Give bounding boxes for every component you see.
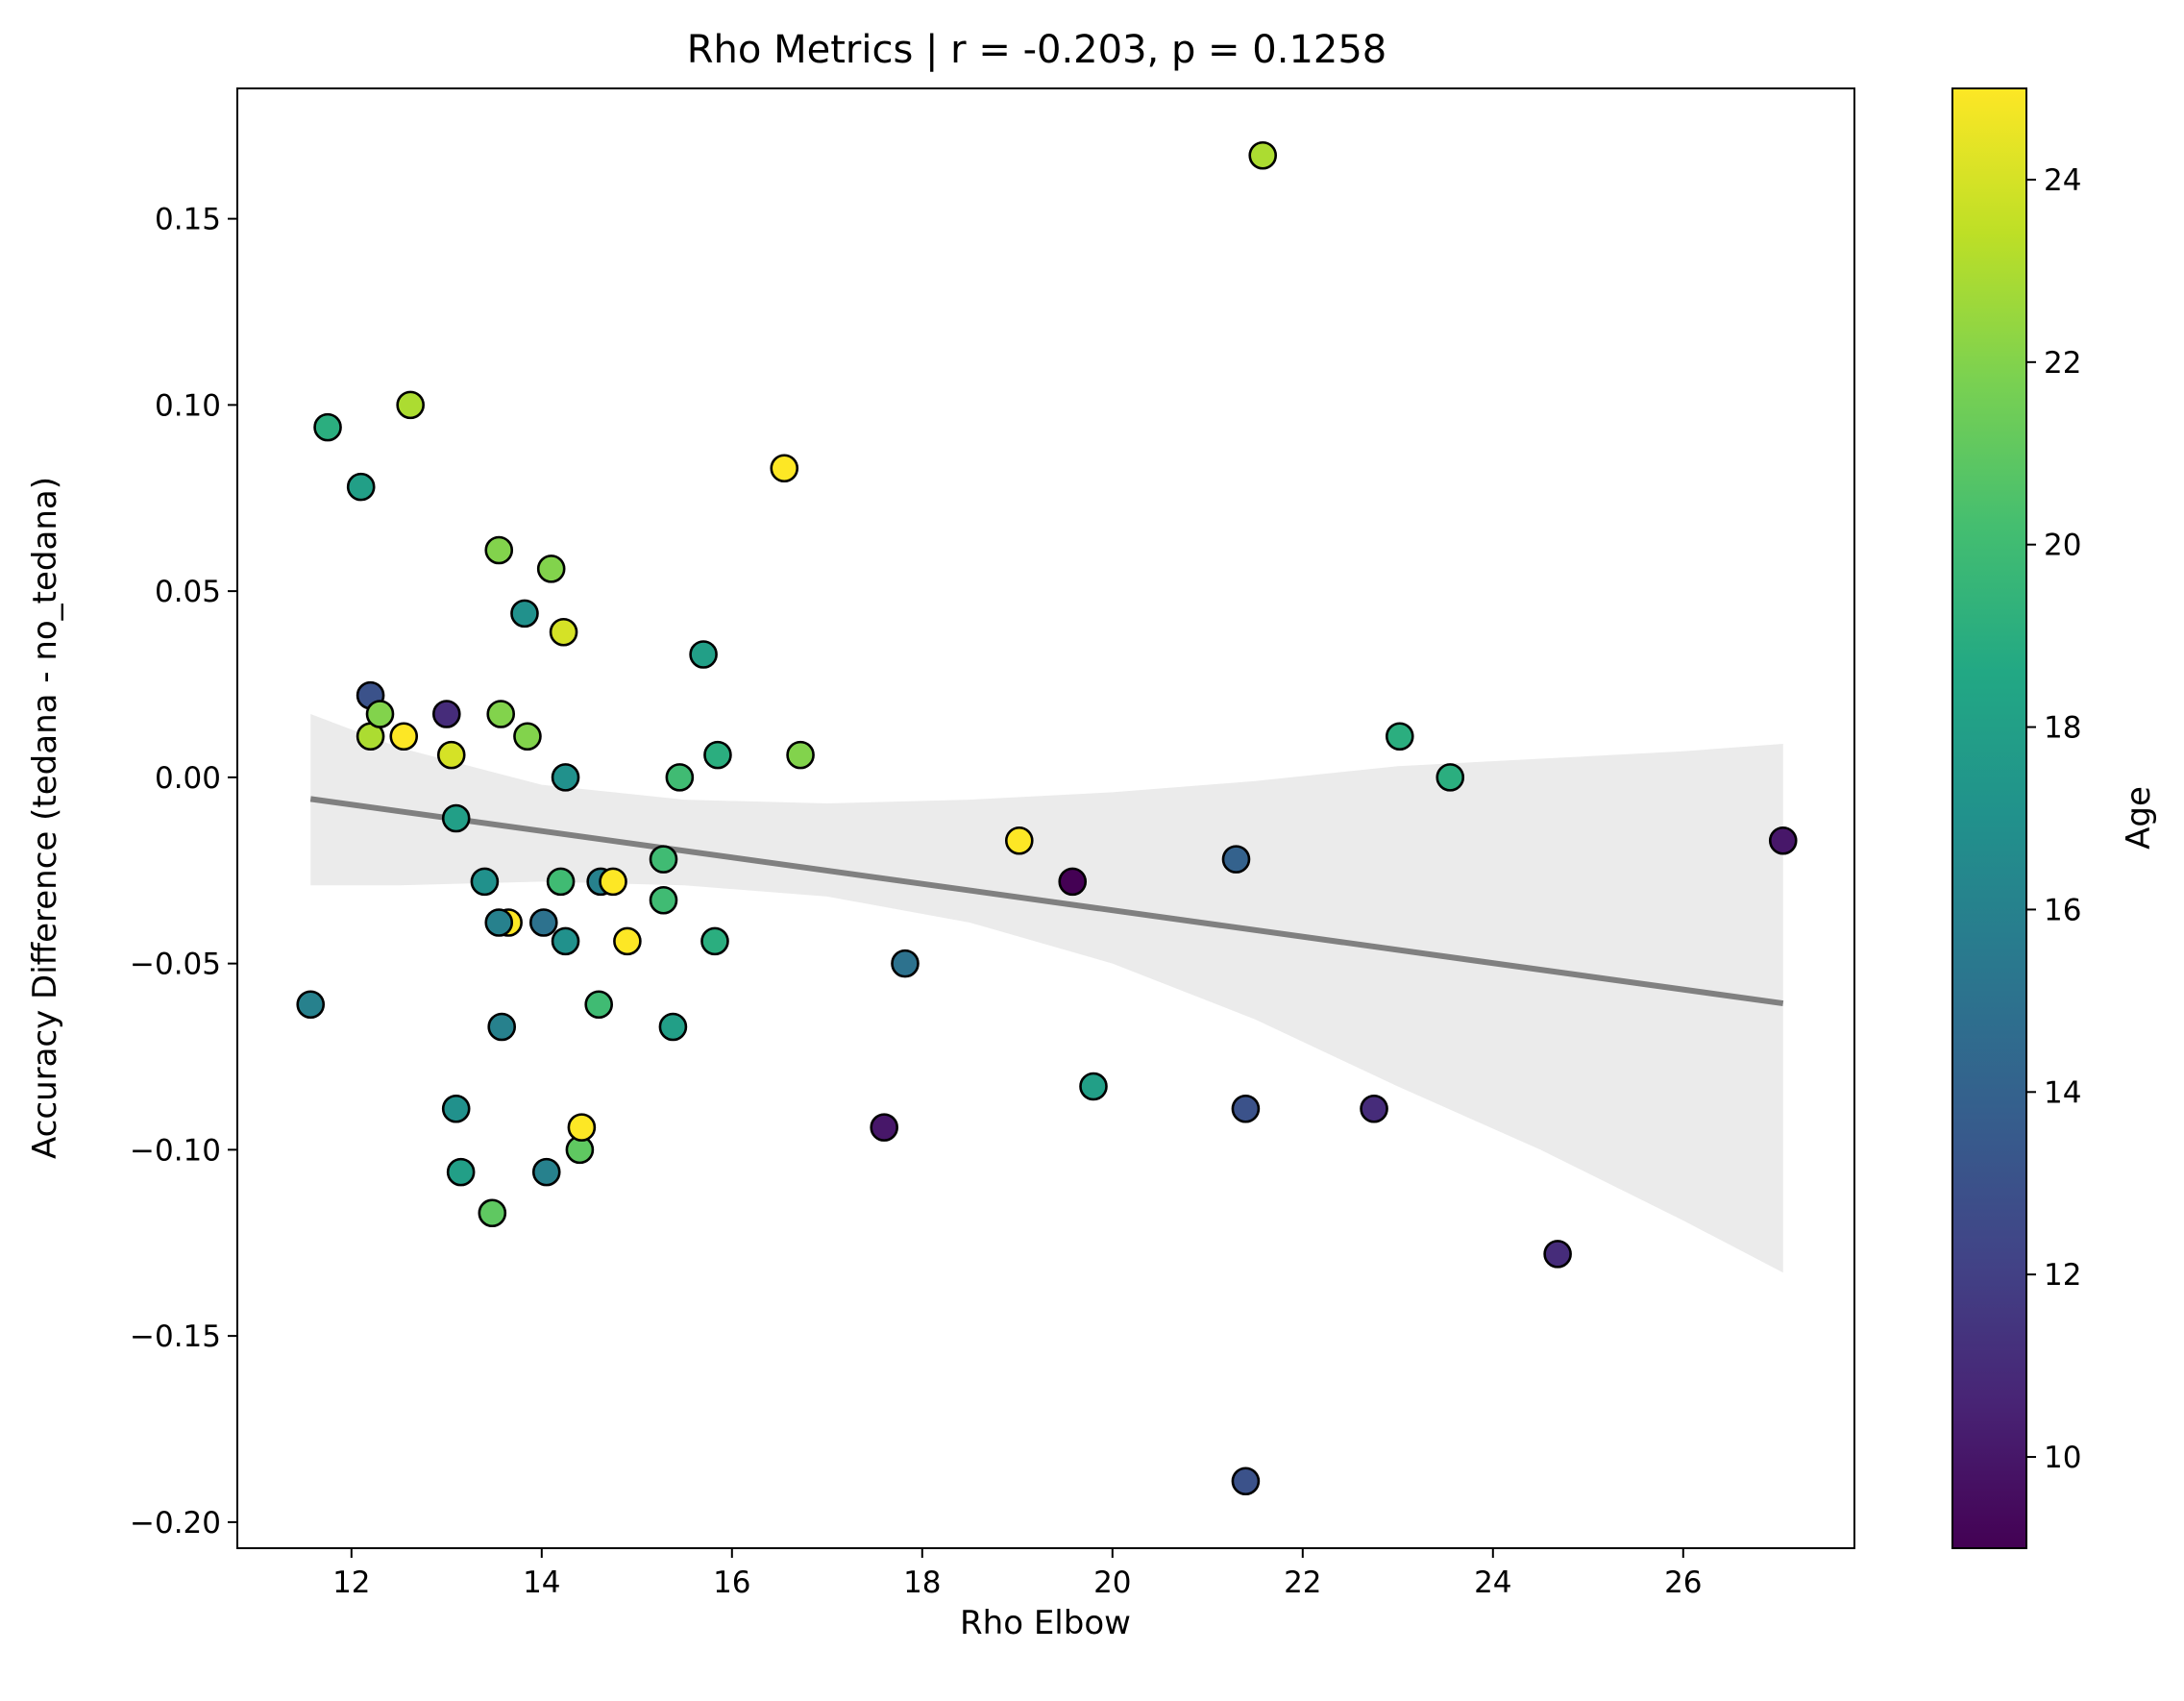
scatter-point <box>870 1113 899 1142</box>
scatter-point <box>703 740 732 770</box>
scatter-point <box>700 926 729 956</box>
scatter-point <box>484 908 514 937</box>
colorbar <box>1951 87 2027 1549</box>
scatter-point <box>436 740 466 770</box>
x-tick-label: 26 <box>1664 1565 1702 1600</box>
scatter-point <box>1248 140 1278 170</box>
scatter-point <box>346 472 376 502</box>
scatter-point <box>313 412 342 442</box>
x-tick-label: 14 <box>523 1565 560 1600</box>
scatter-point <box>551 926 580 956</box>
x-tick-label: 12 <box>332 1565 370 1600</box>
colorbar-tick-label: 14 <box>2044 1075 2081 1110</box>
scatter-point <box>613 926 642 956</box>
scatter-point <box>1436 763 1465 792</box>
y-tick-label: −0.10 <box>130 1133 221 1168</box>
colorbar-tick-label: 16 <box>2044 893 2081 927</box>
scatter-point <box>389 722 419 752</box>
scatter-point <box>396 390 425 420</box>
scatter-point <box>446 1157 476 1187</box>
scatter-point <box>487 1012 517 1042</box>
scatter-point <box>689 640 718 669</box>
y-tick-label: −0.20 <box>130 1506 221 1541</box>
y-axis-ticks: −0.20 −0.15 −0.10 −0.05 0.00 0.05 0.10 0.15 <box>130 203 237 1541</box>
y-tick-label: −0.15 <box>130 1319 221 1354</box>
x-axis-ticks: 12 14 16 18 20 22 24 26 <box>332 1548 1703 1600</box>
scatter-point <box>470 867 500 897</box>
colorbar-ticks: 10 12 14 16 18 20 22 24 <box>2026 163 2081 1475</box>
scatter-point <box>1079 1072 1108 1101</box>
scatter-point <box>296 990 326 1020</box>
colorbar-tick-label: 22 <box>2044 346 2081 381</box>
colorbar-tick-label: 18 <box>2044 711 2081 746</box>
scatter-point <box>599 867 627 897</box>
scatter-points <box>296 140 1798 1496</box>
scatter-point <box>786 740 815 770</box>
scatter-point <box>567 1113 597 1142</box>
scatter-point <box>546 867 576 897</box>
scatter-point <box>1360 1094 1388 1123</box>
scatter-point <box>1768 826 1798 855</box>
y-tick-label: 0.00 <box>155 761 221 796</box>
scatter-point <box>1543 1240 1572 1269</box>
plot-area-frame <box>236 87 1855 1549</box>
scatter-point <box>1221 845 1251 874</box>
scatter-point <box>531 1157 561 1187</box>
scatter-point <box>431 700 461 728</box>
y-tick-label: −0.05 <box>130 948 221 982</box>
scatter-point <box>649 885 678 915</box>
scatter-point <box>1004 826 1034 855</box>
colorbar-tick-label: 10 <box>2044 1441 2081 1475</box>
scatter-point <box>365 700 395 728</box>
scatter-point <box>649 845 678 874</box>
x-tick-label: 18 <box>903 1565 941 1600</box>
scatter-point <box>891 949 920 978</box>
colorbar-tick-label: 20 <box>2044 529 2081 563</box>
y-tick-label: 0.10 <box>155 388 221 423</box>
scatter-point <box>658 1012 688 1042</box>
x-tick-label: 16 <box>713 1565 750 1600</box>
colorbar-label: Age <box>2120 786 2158 850</box>
scatter-point <box>1231 1467 1261 1496</box>
scatter-point <box>510 599 539 629</box>
scatter-point <box>1231 1094 1261 1123</box>
colorbar-tick-label: 24 <box>2044 163 2081 198</box>
scatter-point <box>1385 722 1414 752</box>
y-tick-label: 0.05 <box>155 575 221 609</box>
scatter-point <box>770 454 799 483</box>
scatter-point <box>665 763 695 792</box>
scatter-point <box>551 763 580 792</box>
x-tick-label: 20 <box>1093 1565 1131 1600</box>
x-axis-label: Rho Elbow <box>960 1604 1131 1642</box>
scatter-point <box>536 555 566 583</box>
regression-line <box>309 796 1784 1007</box>
scatter-point <box>441 803 471 833</box>
confidence-band-area <box>310 714 1783 1273</box>
scatter-point <box>513 722 542 752</box>
chart-title: Rho Metrics | r = -0.203, p = 0.1258 <box>687 28 1387 72</box>
y-axis-label: Accuracy Difference (tedana - no_tedana) <box>26 477 64 1159</box>
x-tick-label: 24 <box>1474 1565 1511 1600</box>
scatter-point <box>549 617 578 647</box>
scatter-point <box>584 990 614 1020</box>
x-tick-label: 22 <box>1284 1565 1321 1600</box>
scatter-point <box>1058 867 1088 897</box>
confidence-band <box>310 714 1783 1273</box>
y-tick-label: 0.15 <box>155 203 221 237</box>
regression-line-path <box>309 796 1784 1007</box>
scatter-point <box>441 1094 471 1123</box>
scatter-point <box>528 908 558 937</box>
scatter-point <box>484 535 514 565</box>
scatter-point <box>478 1198 507 1228</box>
colorbar-tick-label: 12 <box>2044 1258 2081 1293</box>
scatter-point <box>486 700 516 728</box>
